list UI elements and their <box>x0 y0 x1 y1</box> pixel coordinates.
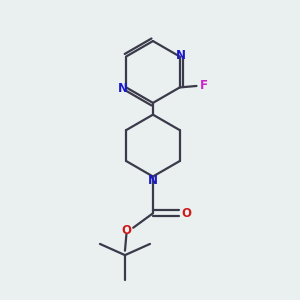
Text: O: O <box>181 207 191 220</box>
Text: O: O <box>122 224 131 237</box>
Text: N: N <box>176 49 186 62</box>
Text: N: N <box>118 82 128 95</box>
Text: N: N <box>148 174 158 187</box>
Text: F: F <box>200 80 208 92</box>
